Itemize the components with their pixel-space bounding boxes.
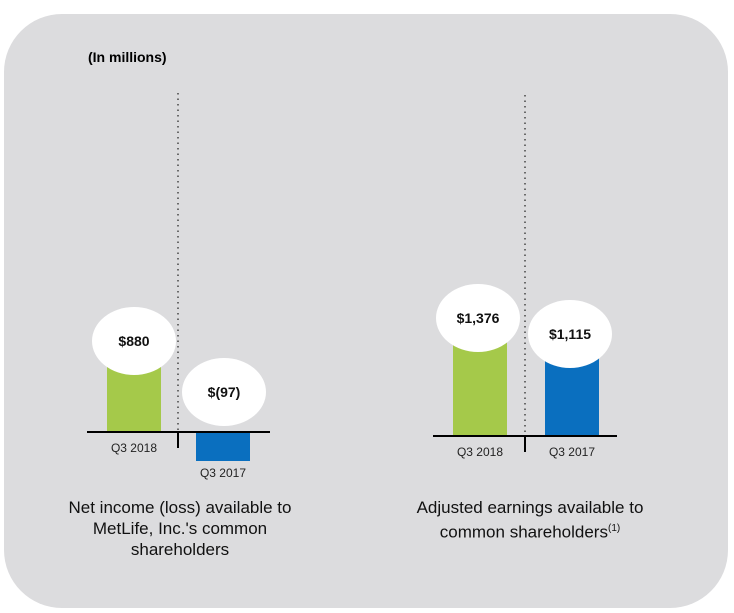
data-label-bubble [92, 307, 176, 375]
chart-title-adjusted-earnings: Adjusted earnings available to common sh… [405, 497, 655, 543]
tick-label: Q3 2017 [549, 445, 595, 459]
footnote-marker: (1) [607, 523, 621, 534]
data-label: $1,115 [549, 326, 591, 342]
chart-title-net-income: Net income (loss) available to MetLife, … [68, 498, 292, 559]
data-label: $(97) [208, 384, 241, 400]
tick-label: Q3 2018 [111, 441, 157, 455]
tick-label: Q3 2017 [200, 466, 246, 480]
units-note: (In millions) [88, 49, 167, 65]
data-label: $1,376 [457, 310, 500, 326]
data-label-bubble [182, 358, 266, 426]
tick-label: Q3 2018 [457, 445, 503, 459]
data-label-bubble [436, 284, 520, 352]
bar-q3-2017 [196, 432, 250, 461]
data-label-bubble [528, 300, 612, 368]
data-label: $880 [118, 333, 149, 349]
title-text: Adjusted earnings available to common sh… [416, 498, 644, 542]
